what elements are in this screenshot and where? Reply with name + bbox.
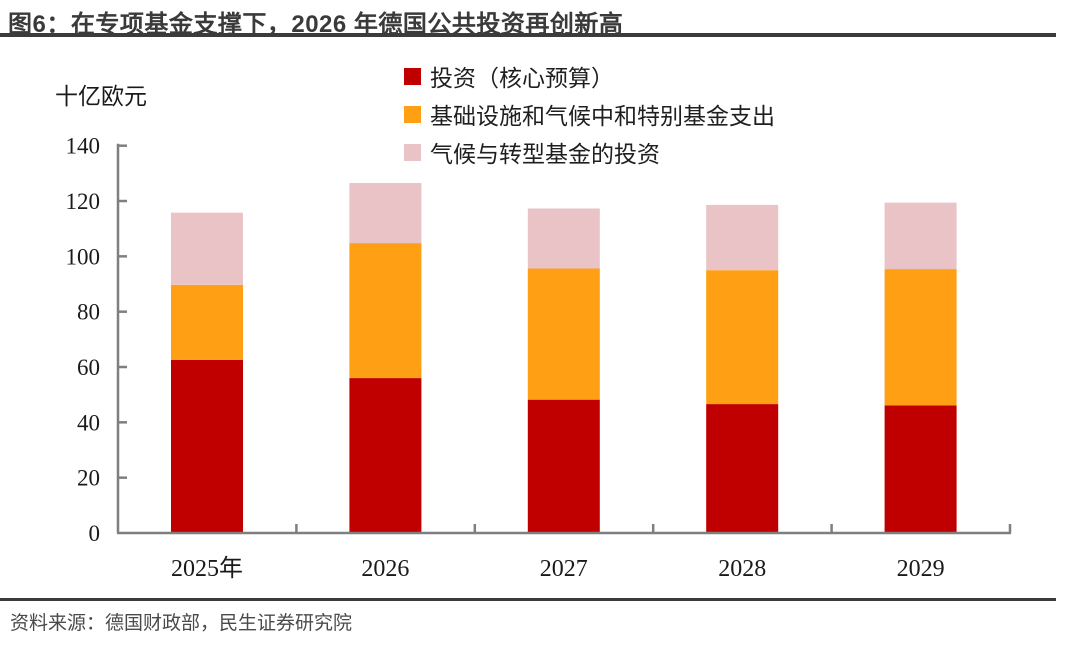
bar-segment-s2-2025年 [171, 212, 243, 285]
legend-item-1: 基础设施和气候中和特别基金支出 [404, 95, 775, 133]
legend-marker [404, 105, 421, 123]
y-tick-label: 0 [89, 521, 101, 546]
x-tick-label: 2026 [361, 556, 409, 582]
legend-label: 基础设施和气候中和特别基金支出 [430, 104, 775, 129]
bar-segment-s0-2028 [706, 404, 779, 533]
bar-segment-s2-2027 [527, 208, 600, 269]
x-tick-label: 2029 [897, 556, 945, 582]
y-tick-label: 20 [77, 466, 100, 491]
bar-segment-s0-2026 [349, 378, 422, 533]
bar-segment-s2-2026 [349, 183, 422, 244]
legend-marker [404, 67, 421, 85]
y-tick-label: 100 [66, 244, 101, 269]
y-tick-label: 60 [77, 355, 100, 380]
title-underline [0, 33, 1056, 37]
bar-segment-s1-2025年 [171, 284, 243, 360]
bar-segment-s0-2029 [884, 405, 957, 533]
bar-segment-s1-2027 [527, 268, 600, 400]
y-tick-label: 40 [77, 410, 100, 435]
bar-segment-s1-2028 [706, 270, 779, 405]
y-tick-label: 140 [66, 134, 101, 159]
bar-segment-s0-2027 [527, 399, 600, 533]
source-note: 资料来源：德国财政部，民生证券研究院 [10, 613, 353, 634]
legend-item-2: 气候与转型基金的投资 [404, 133, 775, 171]
bar-segment-s2-2028 [706, 204, 779, 271]
x-tick-label: 2027 [540, 556, 588, 582]
legend-label: 气候与转型基金的投资 [430, 142, 660, 167]
legend-marker [404, 143, 421, 161]
legend-item-0: 投资（核心预算） [404, 57, 775, 95]
y-tick-label: 80 [77, 300, 100, 325]
bar-segment-s1-2026 [349, 243, 422, 379]
y-axis-unit-label: 十亿欧元 [55, 84, 147, 109]
bar-segment-s1-2029 [884, 269, 957, 406]
legend-label: 投资（核心预算） [430, 66, 614, 91]
y-tick-label: 120 [66, 189, 101, 214]
x-tick-label: 2025年 [171, 555, 243, 582]
bar-segment-s2-2029 [884, 202, 957, 270]
footer-divider [0, 598, 1056, 601]
chart-legend: 投资（核心预算） 基础设施和气候中和特别基金支出 气候与转型基金的投资 [404, 57, 775, 171]
x-tick-label: 2028 [718, 556, 766, 582]
bar-segment-s0-2025年 [171, 359, 243, 533]
